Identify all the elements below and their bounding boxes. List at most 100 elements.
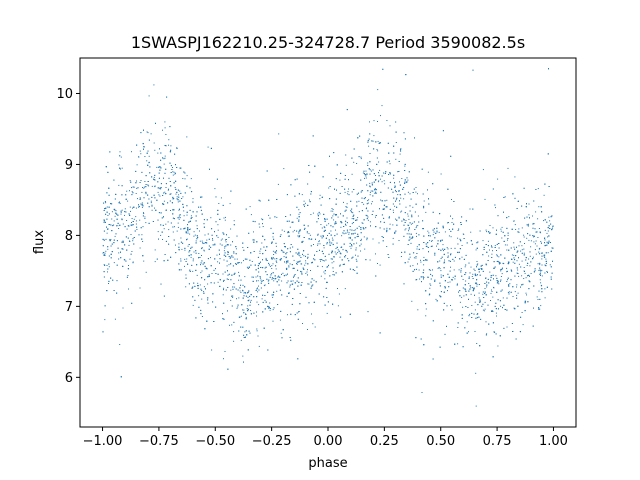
data-point xyxy=(164,254,166,255)
data-point xyxy=(539,298,541,300)
data-point xyxy=(349,242,351,244)
data-point xyxy=(206,219,208,221)
data-point xyxy=(416,225,417,227)
data-point xyxy=(347,231,349,233)
data-point xyxy=(341,271,343,273)
data-point xyxy=(502,231,504,233)
data-point xyxy=(243,337,245,338)
data-point xyxy=(244,276,246,278)
data-point xyxy=(544,183,546,185)
data-point xyxy=(407,224,409,226)
data-point xyxy=(482,309,484,311)
data-point xyxy=(144,216,146,218)
data-point xyxy=(381,105,383,107)
data-point xyxy=(295,252,297,254)
data-point xyxy=(550,278,552,280)
data-point xyxy=(108,280,110,282)
data-point xyxy=(240,315,242,317)
data-point xyxy=(180,167,182,169)
data-point xyxy=(262,235,264,237)
data-point xyxy=(289,337,291,338)
data-point xyxy=(200,196,202,198)
data-point xyxy=(186,238,188,240)
data-point xyxy=(186,175,188,177)
data-point xyxy=(202,263,204,265)
data-point xyxy=(328,239,330,241)
data-point xyxy=(233,220,235,222)
data-point xyxy=(447,273,449,275)
data-point xyxy=(331,258,333,260)
data-point xyxy=(300,257,302,258)
data-point xyxy=(299,260,301,262)
data-point xyxy=(460,224,462,225)
data-point xyxy=(491,253,493,255)
data-point xyxy=(506,249,508,251)
data-point xyxy=(541,255,543,257)
data-point xyxy=(478,271,480,273)
data-point xyxy=(121,209,123,211)
data-point xyxy=(547,252,549,254)
data-point xyxy=(463,295,465,297)
data-point xyxy=(384,173,386,174)
data-point xyxy=(338,293,340,295)
data-point xyxy=(110,203,111,205)
data-point xyxy=(353,148,355,150)
data-point xyxy=(237,262,239,263)
data-point xyxy=(293,259,295,261)
data-point xyxy=(375,192,377,194)
data-point xyxy=(367,190,369,192)
data-point xyxy=(263,246,265,248)
data-point xyxy=(166,96,168,98)
data-point xyxy=(249,206,251,208)
data-point xyxy=(521,312,523,313)
data-point xyxy=(369,121,370,123)
data-point xyxy=(432,211,434,213)
data-point xyxy=(409,256,411,258)
data-point xyxy=(196,238,198,240)
data-point xyxy=(102,252,104,254)
data-point xyxy=(465,294,467,296)
data-point xyxy=(404,182,406,184)
data-point xyxy=(485,321,487,323)
data-point xyxy=(417,225,419,227)
data-point xyxy=(512,193,514,195)
data-point xyxy=(276,258,278,260)
data-point xyxy=(335,221,337,223)
data-point xyxy=(403,283,405,285)
data-point xyxy=(369,194,371,196)
data-point xyxy=(104,252,106,254)
data-point xyxy=(476,274,478,276)
data-point xyxy=(514,197,516,199)
data-point xyxy=(178,249,180,251)
data-point xyxy=(397,194,399,196)
data-point xyxy=(236,298,237,300)
data-point xyxy=(471,305,473,306)
data-point xyxy=(187,224,188,226)
data-point xyxy=(275,252,277,254)
data-point xyxy=(520,250,522,252)
data-point xyxy=(324,270,326,272)
data-point xyxy=(526,237,528,239)
data-point xyxy=(236,258,238,260)
data-point xyxy=(189,209,191,211)
data-point xyxy=(216,254,218,256)
data-point xyxy=(371,184,373,186)
data-point xyxy=(104,305,106,307)
data-point xyxy=(207,233,209,235)
data-point xyxy=(225,245,227,247)
data-point xyxy=(533,223,535,225)
data-point xyxy=(334,235,336,237)
data-point xyxy=(464,327,466,329)
data-point xyxy=(174,187,176,188)
data-point xyxy=(541,264,543,266)
data-point xyxy=(449,281,451,283)
data-point xyxy=(535,189,537,190)
data-point xyxy=(537,299,539,300)
data-point xyxy=(516,286,517,288)
data-point xyxy=(257,291,259,293)
data-point xyxy=(178,263,180,265)
data-point xyxy=(323,247,325,249)
data-point xyxy=(444,286,446,288)
data-point xyxy=(178,194,180,196)
data-point xyxy=(200,209,202,211)
